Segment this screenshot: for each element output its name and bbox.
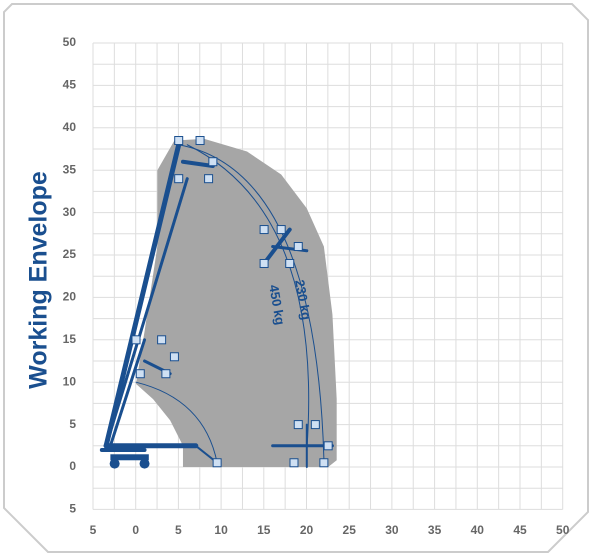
load-label: 450 kg [266, 284, 288, 327]
platform [289, 458, 299, 468]
platform [212, 458, 222, 468]
x-tick-label: 10 [214, 523, 228, 537]
y-tick-label: 20 [63, 290, 77, 304]
platform [276, 225, 286, 235]
platform [131, 335, 141, 345]
y-tick-label: 50 [63, 35, 77, 49]
platform [174, 174, 184, 184]
x-tick-label: 0 [132, 523, 139, 537]
y-tick-label: 10 [63, 374, 77, 388]
wheel [109, 458, 120, 469]
platform [169, 352, 179, 362]
working-envelope-area [136, 138, 337, 467]
y-tick-label: 35 [63, 162, 77, 176]
x-tick-label: 25 [343, 523, 357, 537]
x-tick-label: 5 [175, 523, 182, 537]
platform [259, 258, 269, 268]
platform [259, 225, 269, 235]
y-tick-label: 45 [63, 78, 77, 92]
platform [204, 174, 214, 184]
chassis [110, 454, 149, 461]
x-tick-label: 35 [428, 523, 442, 537]
boom [108, 338, 147, 448]
load-label: 230 kg [292, 279, 314, 322]
platform [323, 441, 333, 451]
y-tick-label: 30 [63, 205, 77, 219]
machine [99, 136, 334, 469]
y-tick-label: 5 [69, 417, 76, 431]
platform [293, 420, 303, 430]
platform [135, 369, 145, 379]
y-tick-label: 0 [69, 459, 76, 473]
title: Working Envelope [25, 171, 53, 389]
platform [157, 335, 167, 345]
x-tick-label: 30 [385, 523, 399, 537]
wheel [139, 458, 150, 469]
x-tick-label: 50 [556, 523, 570, 537]
platform [195, 136, 205, 146]
labels: 5 0 5 10 15 20 25 30 35 40 45 505045403530252015105… [63, 35, 570, 537]
reach-curve [178, 144, 325, 460]
platform [161, 369, 171, 379]
platform [285, 258, 295, 268]
x-tick-label: 15 [257, 523, 271, 537]
platform [208, 157, 218, 167]
platform [293, 242, 303, 252]
y-tick-label: 40 [63, 120, 77, 134]
x-tick-label: 20 [300, 523, 314, 537]
y-tick-label: 15 [63, 332, 77, 346]
boom [180, 159, 215, 168]
x-tick-label: 45 [513, 523, 527, 537]
y-tick-label: 25 [63, 247, 77, 261]
boom [103, 142, 182, 449]
x-tick-label: 40 [471, 523, 485, 537]
boom [104, 177, 189, 448]
platform [310, 420, 320, 430]
reach-curve [186, 144, 310, 451]
x-tick-label: 5 [90, 523, 97, 537]
y-tick-label: 5 [69, 502, 76, 516]
platform [319, 458, 329, 468]
reach-curve [135, 381, 218, 464]
platform [174, 136, 184, 146]
